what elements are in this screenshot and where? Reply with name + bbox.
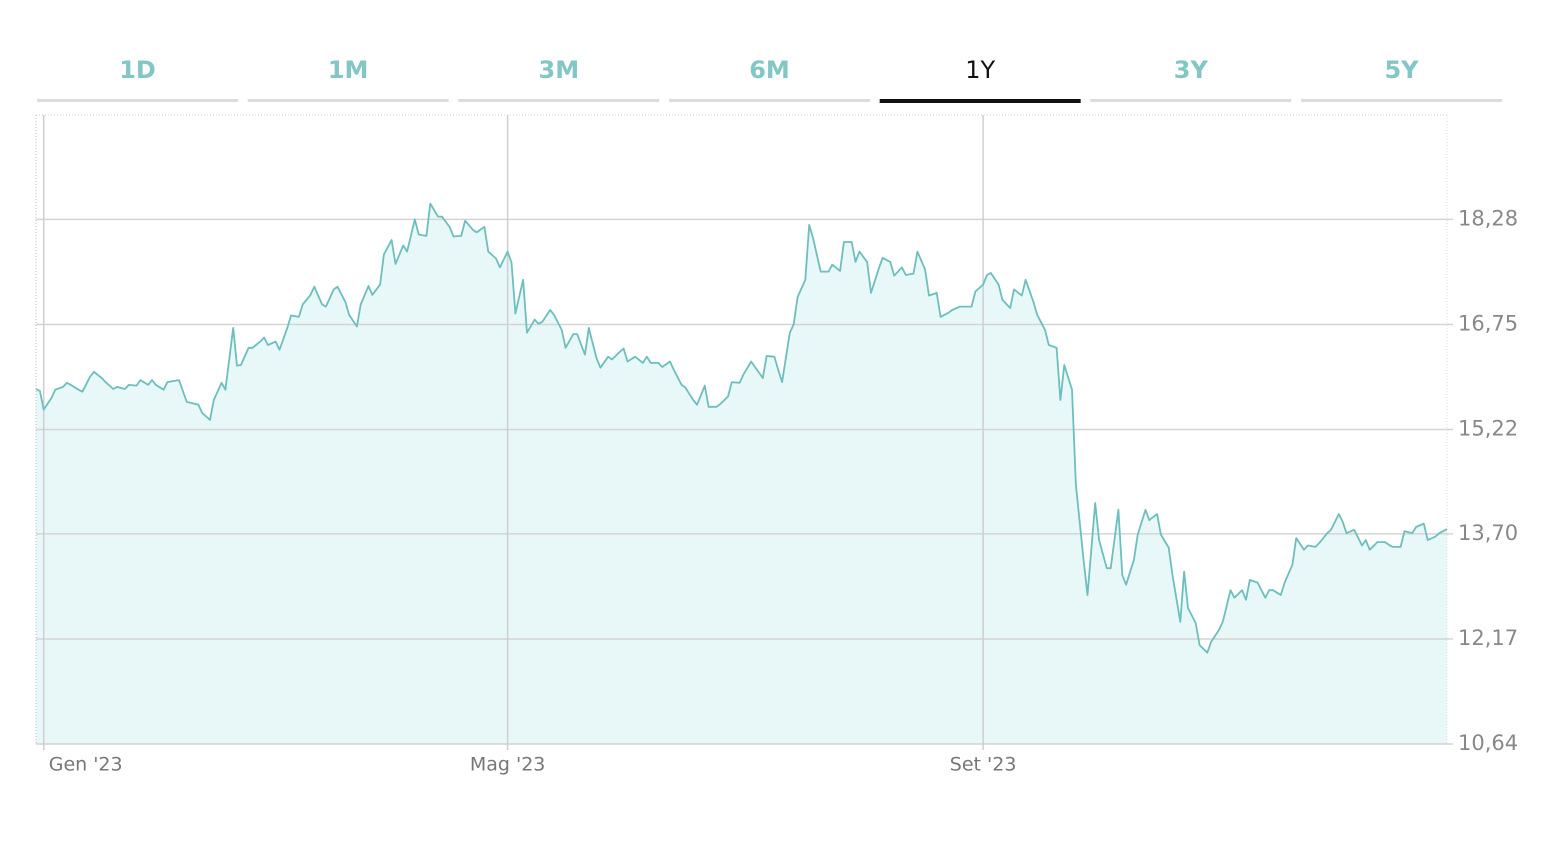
- tab-underline: [458, 99, 660, 102]
- x-tick-label: Mag '23: [470, 754, 546, 776]
- y-tick-label: 15,22: [1458, 417, 1518, 441]
- y-tick-label: 18,28: [1458, 206, 1518, 230]
- x-tick-label: Set '23: [950, 754, 1017, 776]
- tab-underline: [879, 99, 1081, 103]
- tab[interactable]: 1M: [247, 56, 449, 102]
- y-tick-label: 10,64: [1458, 731, 1518, 755]
- area-fill: [36, 203, 1447, 745]
- tab-label: 1Y: [965, 56, 995, 84]
- tab[interactable]: 5Y: [1301, 56, 1502, 102]
- tab-label: 5Y: [1384, 56, 1419, 84]
- tab-underline: [1090, 99, 1292, 102]
- tab-label: 1D: [119, 56, 156, 84]
- tab[interactable]: 1D: [37, 56, 238, 102]
- tab-label: 1M: [328, 56, 369, 84]
- tab[interactable]: 3M: [458, 56, 660, 102]
- tab[interactable]: 1Y: [879, 56, 1081, 103]
- y-tick-label: 13,70: [1458, 521, 1518, 545]
- tab-underline: [247, 99, 449, 102]
- tab-label: 3Y: [1174, 56, 1209, 84]
- tab-underline: [37, 99, 238, 102]
- price-line: [35, 202, 1448, 654]
- y-tick-label: 16,75: [1458, 311, 1518, 335]
- tab-label: 6M: [749, 56, 790, 84]
- x-tick-label: Gen '23: [49, 754, 123, 776]
- tab-underline: [669, 99, 870, 102]
- y-tick-label: 12,17: [1458, 626, 1518, 650]
- tab[interactable]: 3Y: [1090, 56, 1292, 102]
- tab-label: 3M: [539, 56, 580, 84]
- tab[interactable]: 6M: [669, 56, 870, 102]
- tab-underline: [1301, 99, 1502, 102]
